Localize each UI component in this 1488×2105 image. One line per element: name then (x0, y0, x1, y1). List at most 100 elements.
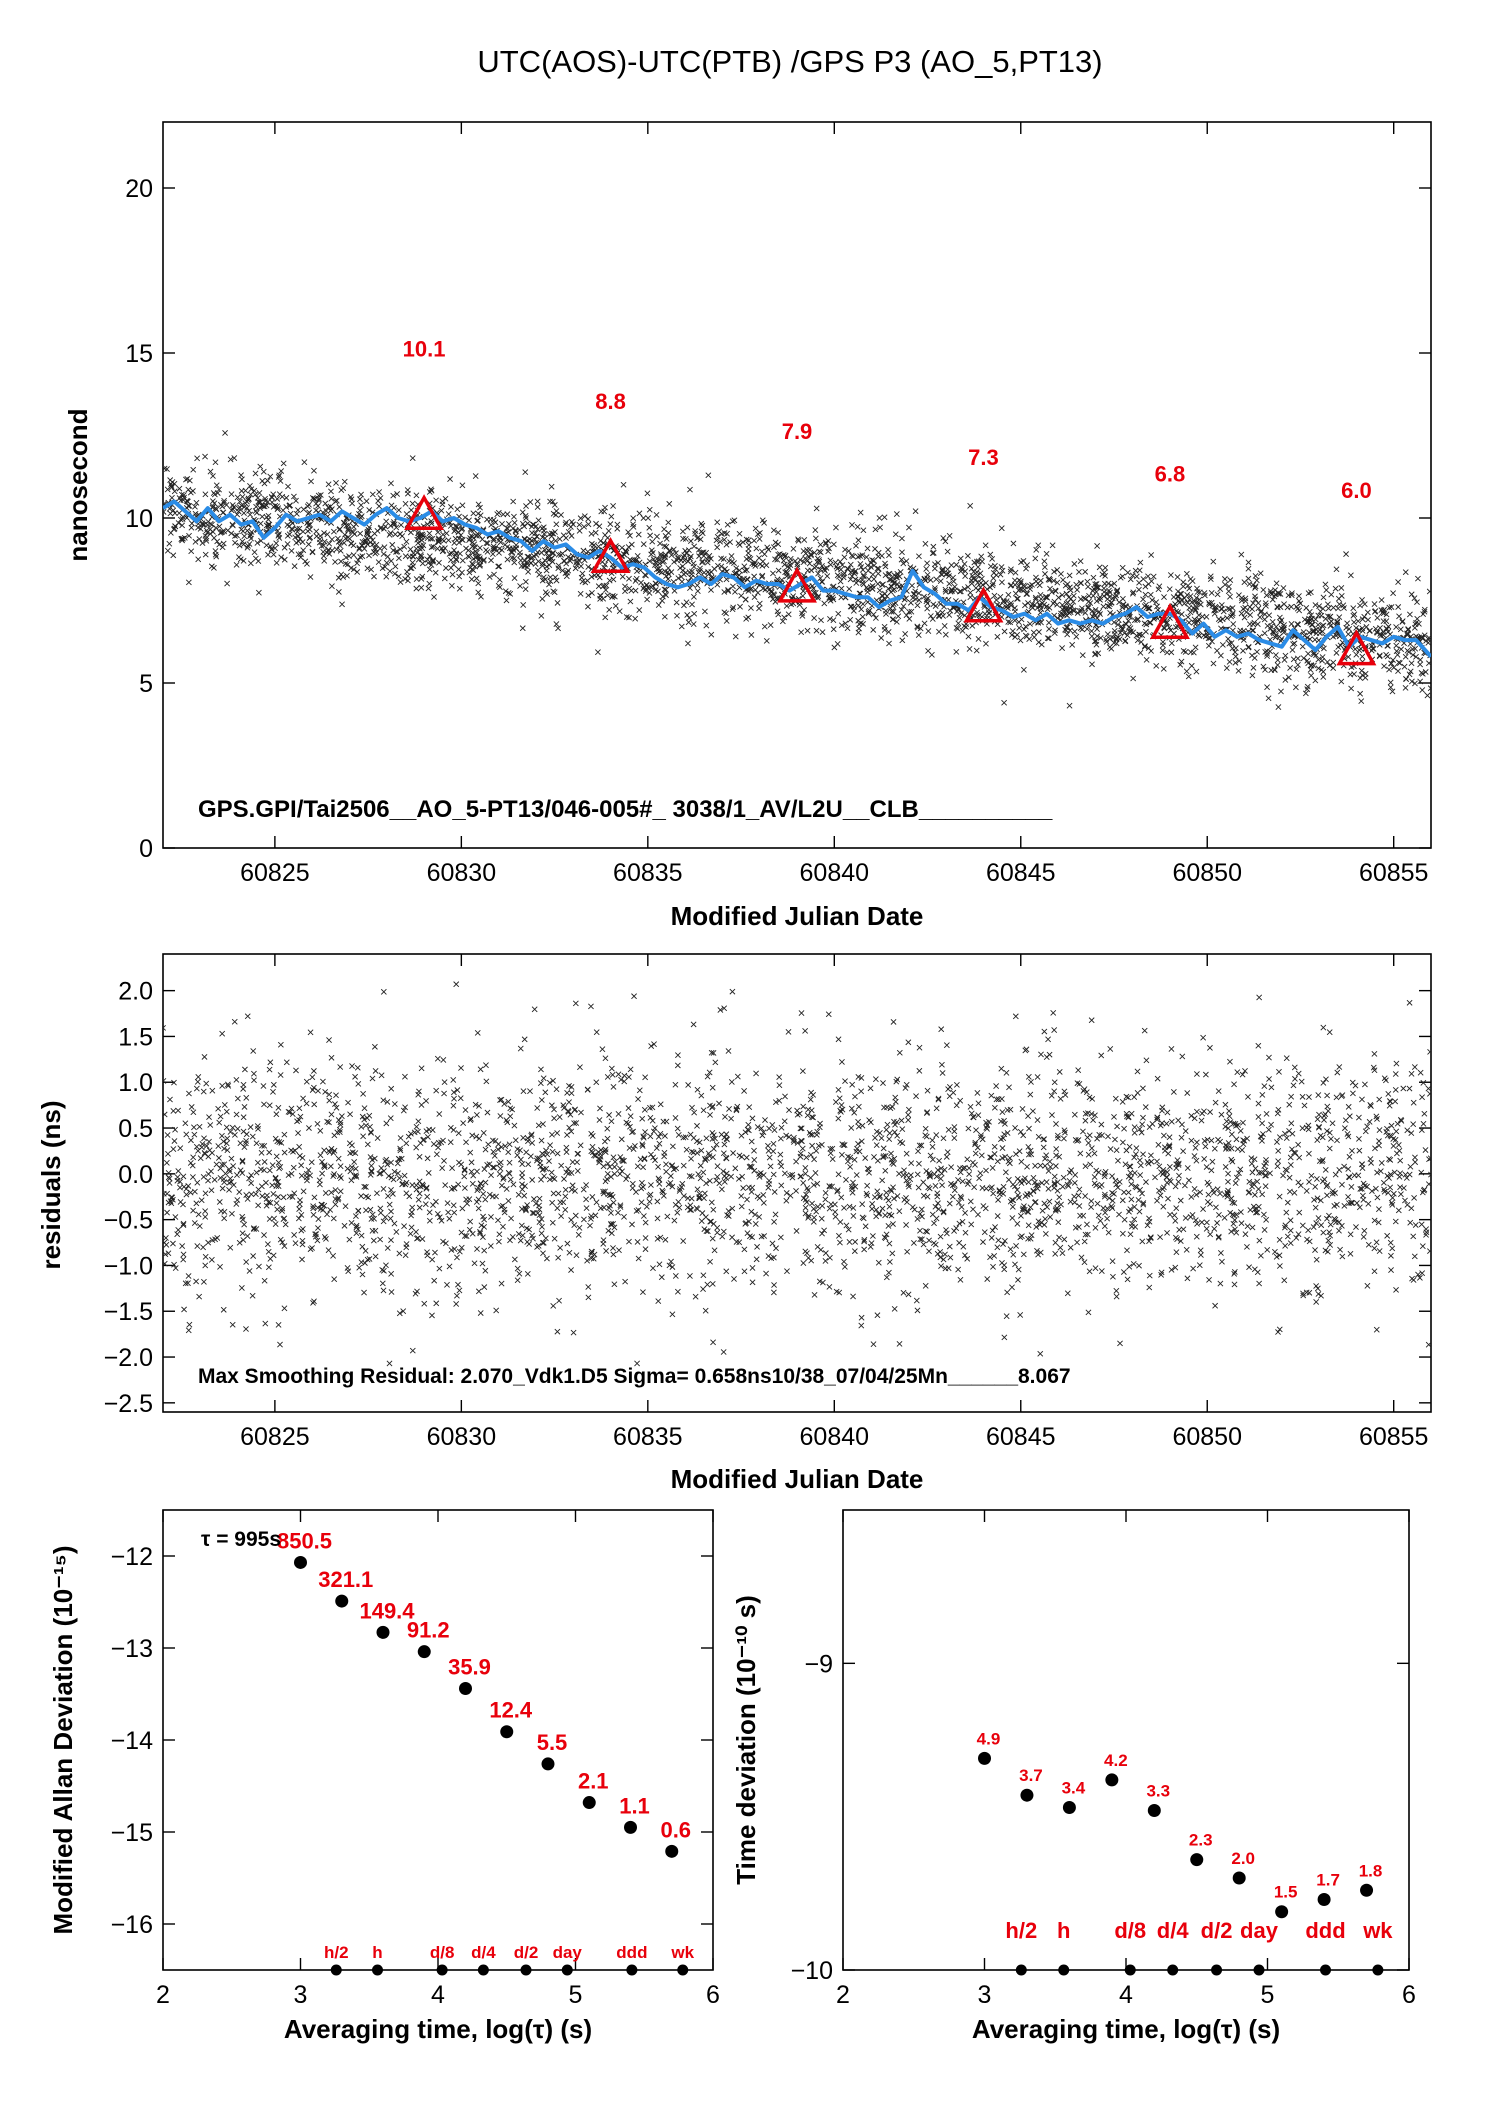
data-point-cross (927, 577, 934, 583)
data-point-cross (1339, 1253, 1346, 1260)
data-point-cross (896, 1049, 903, 1056)
data-point-cross (448, 550, 455, 557)
data-point-cross (703, 622, 710, 629)
data-point-cross (817, 575, 824, 582)
data-point-cross (310, 1084, 317, 1091)
data-point-cross (975, 635, 982, 642)
data-point-cross (328, 1111, 335, 1118)
data-point-cross (616, 1247, 622, 1254)
data-point-cross (196, 1293, 203, 1300)
data-point-cross (1236, 657, 1243, 664)
data-point-cross (1376, 1138, 1382, 1145)
data-point-cross (1049, 1112, 1055, 1118)
data-point-cross (982, 610, 988, 617)
data-point-cross (279, 1239, 286, 1246)
data-point-cross (272, 1175, 279, 1182)
data-point-cross (1101, 585, 1107, 592)
data-point-cross (1047, 1214, 1054, 1220)
data-point-cross (1288, 1093, 1295, 1100)
data-point-cross (1315, 612, 1322, 619)
data-point-cross (1114, 588, 1121, 594)
data-point-cross (777, 1151, 784, 1158)
data-point-cross (528, 559, 534, 566)
data-point-cross (482, 1196, 489, 1203)
data-point-cross (1418, 1169, 1425, 1176)
data-point-cross (776, 1082, 783, 1089)
data-point-cross (564, 569, 571, 576)
data-point-cross (167, 510, 174, 517)
data-point-cross (1323, 1076, 1329, 1083)
data-point-cross (538, 1230, 545, 1237)
data-point-cross (1113, 1293, 1120, 1300)
data-point-cross (1289, 590, 1295, 597)
data-point-cross (585, 564, 592, 570)
data-point-cross (252, 1191, 259, 1197)
data-point-cross (1007, 1155, 1013, 1161)
data-point-cross (198, 1197, 205, 1204)
data-point-cross (982, 542, 989, 549)
data-point-cross (714, 533, 721, 540)
data-point-cross (751, 1157, 758, 1163)
data-point-cross (529, 1140, 536, 1146)
data-point-cross (341, 478, 348, 485)
data-point-cross (1197, 601, 1204, 608)
data-point-cross (270, 1081, 277, 1088)
data-point-cross (1074, 586, 1081, 593)
data-point-cross (362, 1184, 369, 1190)
data-point-cross (507, 590, 514, 597)
data-point-cross (626, 585, 633, 592)
data-point-cross (542, 589, 549, 596)
data-point-cross (885, 629, 892, 635)
data-point-cross (391, 1168, 398, 1175)
data-point-cross (484, 540, 491, 547)
data-point-cross (233, 1076, 240, 1083)
data-point-cross (468, 1159, 475, 1166)
data-point-cross (505, 521, 512, 527)
data-point-cross (1090, 592, 1097, 599)
data-point-cross (483, 547, 489, 553)
data-point-cross (1032, 555, 1039, 562)
data-point-cross (565, 1107, 572, 1114)
data-point-cross (1182, 1128, 1189, 1135)
data-point-cross (643, 1203, 650, 1210)
data-point-cross (1042, 1162, 1048, 1169)
data-point-cross (1134, 1090, 1141, 1096)
data-point-cross (876, 587, 883, 594)
data-point-cross (871, 576, 877, 582)
data-point-cross (211, 491, 218, 498)
data-point-cross (332, 1201, 339, 1208)
data-point-cross (1096, 1131, 1103, 1138)
data-point-cross (1020, 666, 1027, 673)
data-point-cross (625, 1105, 632, 1112)
data-point-cross (255, 589, 262, 596)
data-point-cross (912, 596, 919, 602)
data-point-cross (515, 1191, 522, 1198)
data-point-cross (1177, 590, 1183, 597)
data-point-cross (1030, 629, 1037, 636)
data-point-cross (423, 1097, 430, 1104)
data-point-cross (1255, 1100, 1262, 1107)
data-point-cross (428, 518, 435, 525)
data-point-cross (519, 1232, 526, 1239)
data-point-cross (1395, 668, 1401, 674)
data-point-cross (1359, 597, 1365, 603)
data-point-cross (1288, 603, 1295, 610)
data-point-cross (1038, 1051, 1044, 1058)
data-point-cross (1022, 623, 1029, 630)
data-point-cross (239, 538, 246, 545)
data-point-cross (642, 1246, 649, 1253)
data-point-cross (1324, 659, 1331, 665)
data-point-cross (1193, 1139, 1200, 1146)
data-point-cross (1038, 641, 1045, 648)
data-point-cross (1219, 641, 1226, 648)
data-point-cross (390, 492, 397, 499)
data-point-cross (959, 627, 966, 634)
data-point-cross (1013, 1151, 1019, 1158)
data-point-cross (1010, 540, 1017, 547)
data-point-cross (1333, 649, 1340, 656)
data-point-cross (924, 571, 931, 578)
data-point-cross (650, 1154, 657, 1161)
data-point-cross (276, 1165, 283, 1172)
data-point-cross (1319, 623, 1326, 629)
data-point-cross (226, 1186, 232, 1193)
